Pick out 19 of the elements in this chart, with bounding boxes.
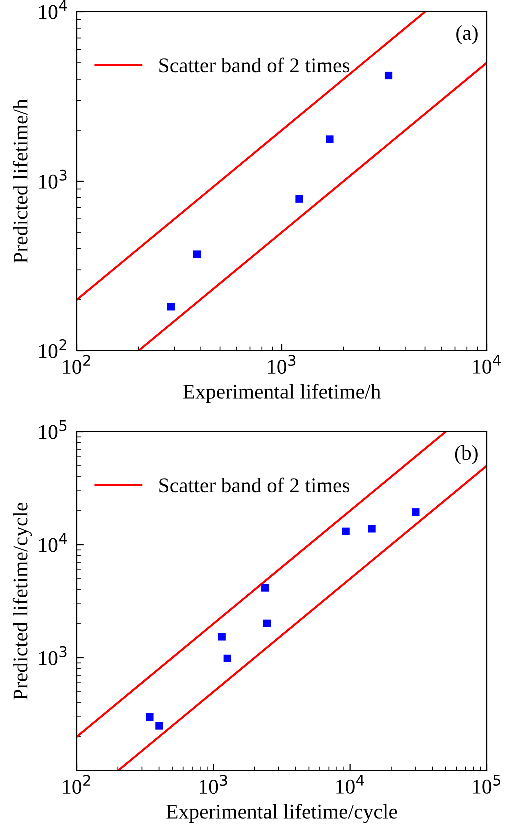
y-tick-label: 10$^{3}$ — [39, 170, 67, 189]
x-tick-label: 10$^{5}$ — [473, 775, 501, 794]
x-axis-title: Experimental lifetime/h — [183, 384, 381, 404]
y-tick-label: 10$^{5}$ — [39, 420, 67, 440]
y-tick-label: 10$^{4}$ — [39, 534, 68, 552]
x-tick-label: 10$^{4}$ — [336, 775, 364, 794]
x-tick-label: 10$^{3}$ — [268, 355, 296, 374]
x-tick-label: 10$^{4}$ — [473, 355, 501, 374]
y-axis-title: Predicted lifetime/h — [12, 99, 28, 264]
annotation: (b) — [455, 446, 478, 464]
y-tick-label: 10$^{3}$ — [39, 646, 67, 666]
y-axis-title: Predicted lifetime/cycle — [12, 503, 32, 700]
y-tick-label: 10$^{4}$ — [39, 0, 68, 20]
x-tick-label: 10$^{2}$ — [63, 775, 90, 794]
legend-label: Scatter band of 2 times — [160, 478, 350, 493]
x-tick-label: 10$^{3}$ — [200, 775, 228, 794]
x-axis-title: Experimental lifetime/cycle — [166, 804, 398, 824]
legend-label: Scatter band of 2 times — [160, 58, 350, 73]
annotation: (a) — [456, 26, 478, 44]
